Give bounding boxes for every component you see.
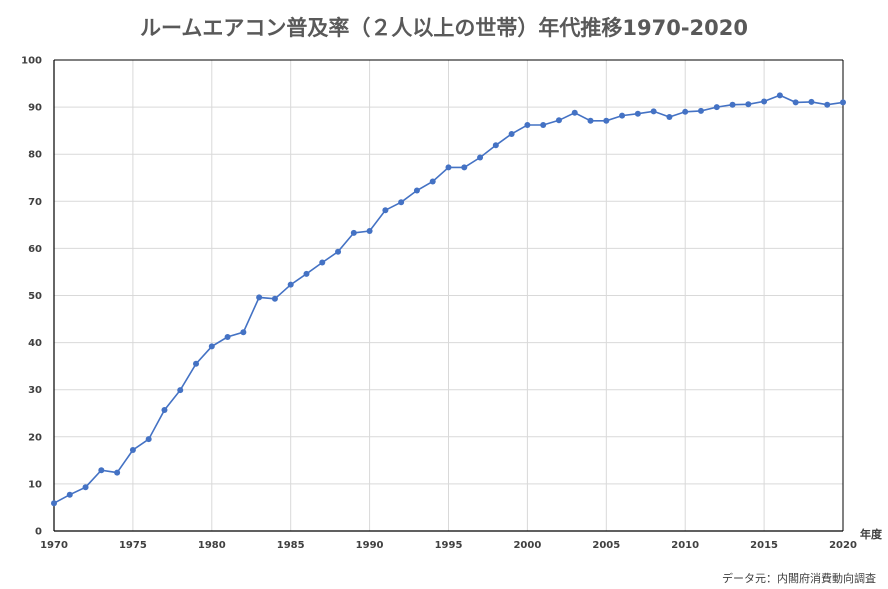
chart-title: ルームエアコン普及率（２人以上の世帯）年代推移1970-2020 bbox=[140, 16, 748, 40]
data-point bbox=[398, 199, 405, 206]
data-point bbox=[129, 446, 136, 453]
data-point bbox=[114, 469, 121, 476]
y-tick-label: 60 bbox=[28, 244, 42, 255]
data-point bbox=[713, 104, 720, 111]
source-note: データ元：内閣府消費動向調査 bbox=[722, 572, 876, 585]
y-tick-label: 90 bbox=[28, 103, 42, 114]
data-point bbox=[382, 207, 389, 214]
y-tick-label: 10 bbox=[28, 479, 42, 490]
x-axis-unit-label: 年度 bbox=[860, 527, 883, 541]
data-point bbox=[666, 113, 673, 120]
data-point bbox=[634, 110, 641, 117]
data-point bbox=[335, 248, 342, 255]
data-point bbox=[761, 98, 768, 105]
y-tick-label: 80 bbox=[28, 150, 42, 161]
axes bbox=[53, 59, 844, 532]
data-point bbox=[555, 117, 562, 124]
data-point bbox=[303, 270, 310, 277]
data-point bbox=[366, 227, 373, 234]
data-point bbox=[208, 343, 215, 350]
data-point bbox=[271, 295, 278, 302]
data-point bbox=[840, 99, 846, 106]
data-point bbox=[177, 387, 184, 394]
data-point bbox=[508, 130, 515, 137]
y-tick-label: 100 bbox=[21, 56, 42, 67]
data-point bbox=[193, 360, 200, 367]
data-point bbox=[319, 259, 326, 266]
x-tick-label: 2020 bbox=[829, 540, 857, 551]
data-point bbox=[650, 108, 657, 115]
data-point bbox=[51, 500, 57, 507]
y-tick-label: 40 bbox=[28, 338, 42, 349]
data-point bbox=[224, 333, 231, 340]
y-tick-label: 30 bbox=[28, 385, 42, 396]
grid-lines bbox=[54, 59, 844, 531]
data-point bbox=[824, 101, 831, 108]
data-point bbox=[256, 294, 263, 301]
data-point bbox=[540, 121, 547, 128]
data-point bbox=[429, 178, 436, 185]
data-point bbox=[682, 108, 689, 115]
data-point bbox=[240, 329, 247, 336]
y-tick-label: 50 bbox=[28, 291, 42, 302]
data-point bbox=[413, 187, 420, 194]
x-tick-label: 1990 bbox=[356, 540, 384, 551]
x-tick-label: 1975 bbox=[119, 540, 147, 551]
tick-labels: 0 10 20 30 40 50 60 70 80 90 100 1970 1975 1980 1985 19… bbox=[21, 56, 857, 552]
data-point bbox=[98, 467, 105, 474]
data-point bbox=[445, 164, 452, 171]
x-tick-label: 2000 bbox=[513, 540, 541, 551]
data-point bbox=[729, 101, 736, 108]
data-point bbox=[350, 229, 357, 236]
x-tick-label: 1985 bbox=[277, 540, 305, 551]
x-tick-label: 2010 bbox=[671, 540, 699, 551]
data-point bbox=[287, 281, 294, 288]
data-point bbox=[808, 98, 815, 105]
data-point bbox=[792, 99, 799, 106]
x-tick-label: 1980 bbox=[198, 540, 226, 551]
data-point bbox=[603, 117, 610, 124]
data-point bbox=[161, 406, 168, 413]
data-point bbox=[697, 107, 704, 114]
data-point bbox=[82, 484, 89, 491]
data-point bbox=[619, 112, 626, 119]
y-tick-label: 70 bbox=[28, 197, 42, 208]
data-point bbox=[477, 154, 484, 161]
data-point bbox=[145, 436, 152, 443]
y-tick-label: 0 bbox=[35, 527, 42, 538]
x-tick-label: 1995 bbox=[435, 540, 463, 551]
y-tick-label: 20 bbox=[28, 432, 42, 443]
x-tick-label: 1970 bbox=[40, 540, 68, 551]
data-point bbox=[492, 142, 499, 149]
data-points bbox=[51, 92, 846, 507]
data-point bbox=[461, 164, 468, 171]
data-point bbox=[745, 101, 752, 108]
x-tick-label: 2015 bbox=[750, 540, 778, 551]
x-tick-label: 2005 bbox=[592, 540, 620, 551]
data-point bbox=[776, 92, 783, 99]
data-point bbox=[571, 109, 578, 116]
data-point bbox=[587, 117, 594, 124]
data-point bbox=[66, 491, 73, 498]
data-point bbox=[524, 121, 531, 128]
